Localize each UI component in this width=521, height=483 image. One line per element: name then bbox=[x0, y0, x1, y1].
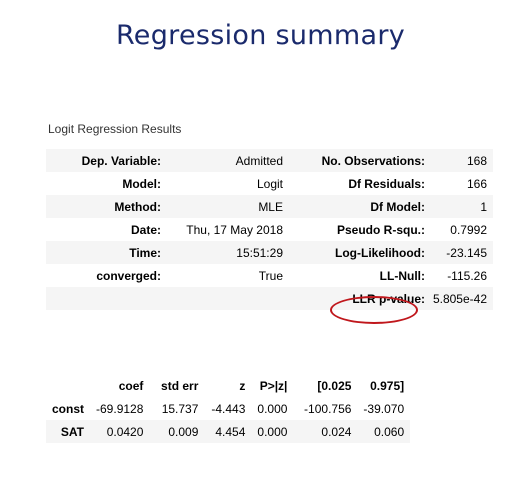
summary-value: Logit bbox=[256, 176, 283, 191]
table-row: Method: MLE Df Model: 1 bbox=[46, 195, 493, 218]
column-header: z bbox=[239, 378, 246, 393]
summary-label: Model: bbox=[122, 176, 161, 191]
summary-value: Admitted bbox=[167, 149, 289, 172]
table-row: converged: True LL-Null: -115.26 bbox=[46, 264, 493, 287]
table-cell: -69.9128 bbox=[96, 401, 144, 416]
table-cell: 0.024 bbox=[293, 420, 358, 443]
summary-label: Time: bbox=[46, 241, 167, 264]
results-caption: Logit Regression Results bbox=[48, 122, 182, 136]
table-row: LLR p-value: 5.805e-42 bbox=[46, 287, 493, 310]
table-cell: 4.454 bbox=[204, 420, 252, 443]
summary-value: 1 bbox=[431, 195, 493, 218]
summary-value: MLE bbox=[167, 195, 289, 218]
summary-value: -115.26 bbox=[447, 268, 487, 283]
summary-label: Df Model: bbox=[289, 195, 431, 218]
table-row: Dep. Variable: Admitted No. Observations… bbox=[46, 149, 493, 172]
summary-label: Method: bbox=[46, 195, 167, 218]
summary-label: No. Observations: bbox=[289, 149, 431, 172]
coefficient-table: coef std err z P>|z| [0.025 0.975] const… bbox=[46, 374, 411, 443]
column-header: std err bbox=[161, 378, 199, 393]
summary-table: Dep. Variable: Admitted No. Observations… bbox=[46, 149, 493, 310]
table-cell: 15.737 bbox=[161, 401, 199, 416]
summary-value: 166 bbox=[466, 176, 487, 191]
column-header: P>|z| bbox=[259, 378, 288, 393]
table-header-row: coef std err z P>|z| [0.025 0.975] bbox=[46, 374, 410, 397]
summary-value: -23.145 bbox=[431, 241, 493, 264]
summary-label: Df Residuals: bbox=[348, 176, 425, 191]
row-header: SAT bbox=[46, 420, 91, 443]
page-title: Regression summary bbox=[115, 20, 406, 51]
table-cell: 0.0420 bbox=[90, 420, 150, 443]
table-cell: 0.060 bbox=[357, 420, 411, 443]
row-header: const bbox=[52, 401, 85, 416]
table-cell: -100.756 bbox=[304, 401, 352, 416]
summary-value: 5.805e-42 bbox=[431, 287, 493, 310]
summary-value: 15:51:29 bbox=[167, 241, 289, 264]
summary-label: Date: bbox=[130, 222, 161, 237]
table-cell: 0.009 bbox=[149, 420, 205, 443]
summary-value: 0.7992 bbox=[450, 222, 487, 237]
column-header bbox=[46, 374, 90, 397]
summary-label bbox=[46, 287, 167, 310]
table-row: SAT 0.0420 0.009 4.454 0.000 0.024 0.060 bbox=[46, 420, 411, 443]
table-cell: -4.443 bbox=[211, 401, 246, 416]
summary-value: True bbox=[258, 268, 283, 283]
summary-label: converged: bbox=[96, 268, 161, 283]
ll-null-highlight-ellipse bbox=[330, 296, 418, 324]
summary-label: LL-Null: bbox=[379, 268, 425, 283]
summary-value: Thu, 17 May 2018 bbox=[186, 222, 283, 237]
summary-label: Dep. Variable: bbox=[46, 149, 167, 172]
column-header: 0.975] bbox=[370, 378, 405, 393]
column-header: coef bbox=[118, 378, 144, 393]
summary-label: Log-Likelihood: bbox=[289, 241, 431, 264]
column-header: [0.025 bbox=[317, 378, 352, 393]
table-cell: 0.000 bbox=[251, 420, 294, 443]
table-cell: -39.070 bbox=[363, 401, 405, 416]
summary-value: 168 bbox=[431, 149, 493, 172]
summary-value bbox=[167, 287, 289, 310]
table-cell: 0.000 bbox=[257, 401, 288, 416]
table-row: Model: Logit Df Residuals: 166 bbox=[46, 172, 493, 195]
table-row: Time: 15:51:29 Log-Likelihood: -23.145 bbox=[46, 241, 493, 264]
summary-label: Pseudo R-squ.: bbox=[336, 222, 425, 237]
table-row: Date: Thu, 17 May 2018 Pseudo R-squ.: 0.… bbox=[46, 218, 493, 241]
table-row: const -69.9128 15.737 -4.443 0.000 -100.… bbox=[46, 397, 410, 420]
